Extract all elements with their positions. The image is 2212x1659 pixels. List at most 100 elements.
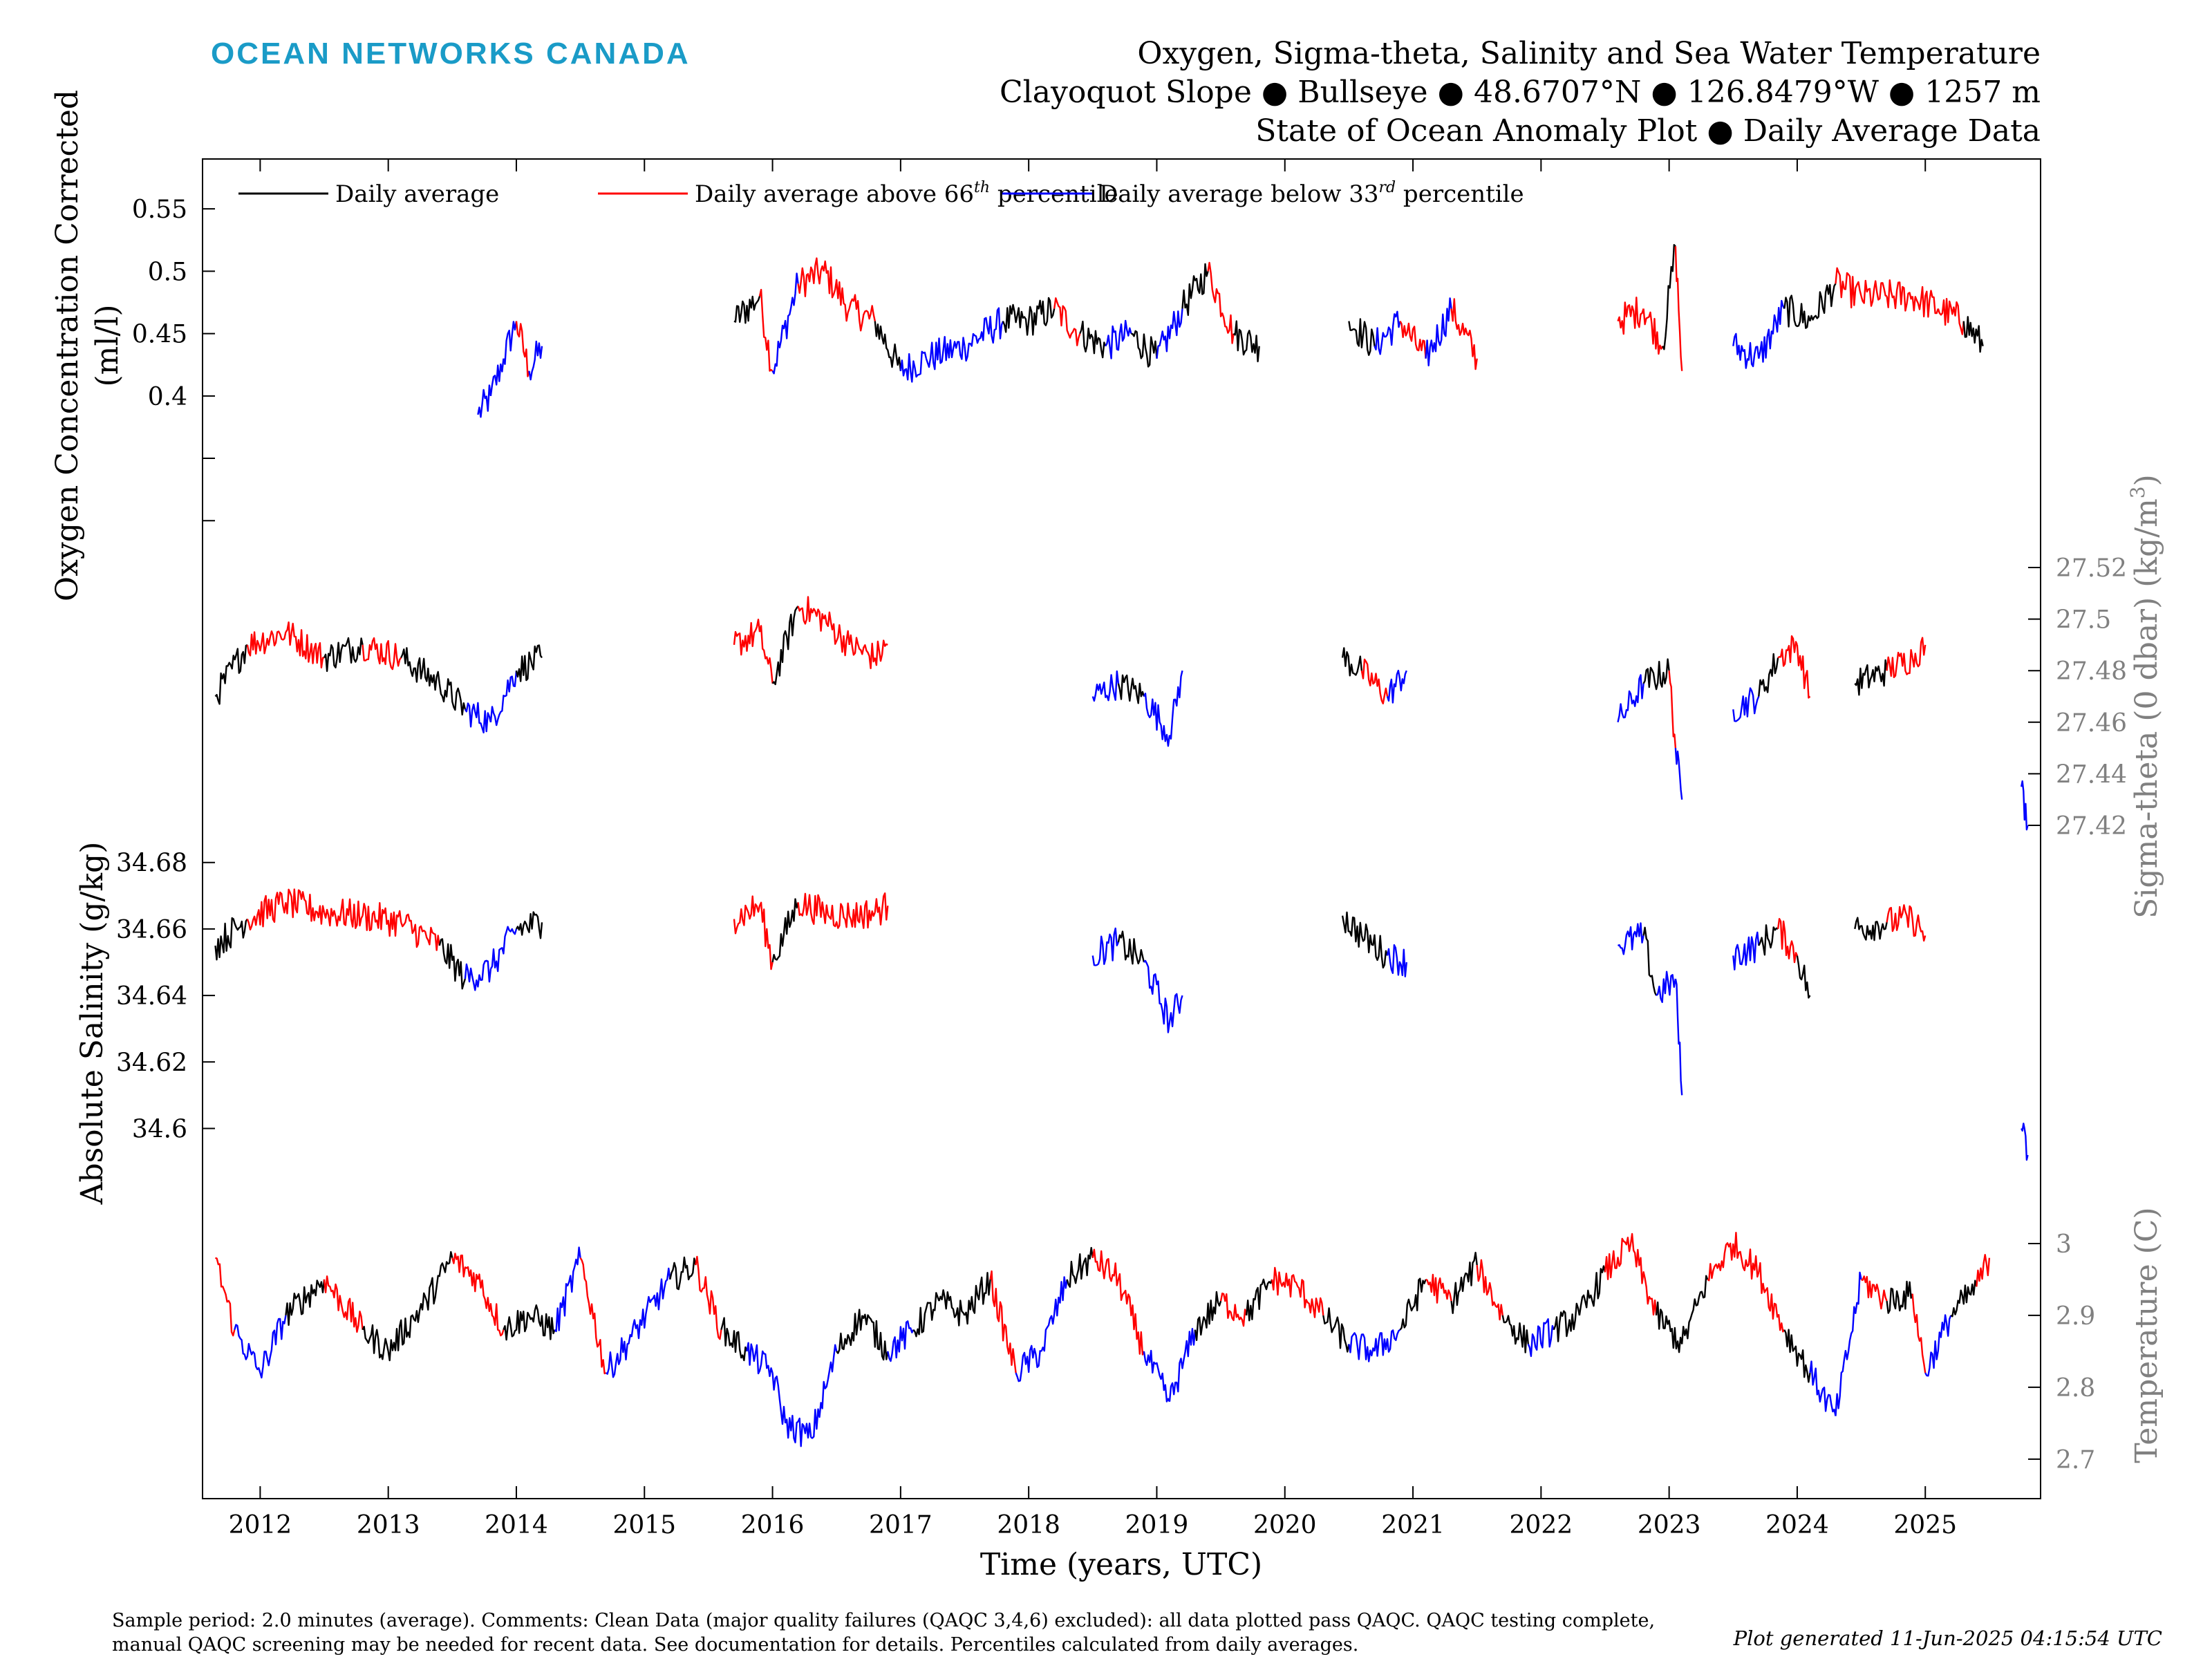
- panel-temperature: 2.7 2.8 2.9 3 Temperature (C): [215, 1207, 2164, 1474]
- series-line-oxygen: [1617, 297, 1644, 335]
- series-line-oxygen: [874, 321, 902, 371]
- series-line-salinity: [1674, 978, 1683, 1096]
- series-line-sigma: [1777, 635, 1799, 667]
- series-line-salinity: [1886, 904, 1913, 932]
- y-axis-label-superscript: 3: [2126, 486, 2149, 498]
- series-line-sigma: [1758, 653, 1779, 697]
- x-tick-label: 2015: [612, 1511, 676, 1539]
- legend: Daily average Daily average above 66th pe…: [238, 179, 1524, 208]
- series-line-sigma: [733, 619, 761, 656]
- series-line-sigma: [1117, 674, 1145, 704]
- series-line-temperature: [528, 1304, 556, 1340]
- series-line-sigma: [797, 596, 825, 632]
- series-line-salinity: [797, 892, 825, 925]
- series-line-temperature: [1950, 1280, 1978, 1318]
- series-line-temperature: [630, 1267, 671, 1340]
- series-line-temperature: [285, 1279, 326, 1327]
- y-tick-label: 0.55: [132, 196, 187, 224]
- series-line-temperature: [1425, 1273, 1452, 1304]
- series-line-oxygen: [1860, 279, 1888, 307]
- y-tick-label: 27.46: [2056, 709, 2127, 738]
- plot-area: [202, 158, 2041, 1499]
- x-tick-label: 2021: [1381, 1511, 1445, 1539]
- series-line-oxygen: [1835, 267, 1862, 309]
- series-line-temperature: [810, 1344, 838, 1439]
- series-line-temperature: [784, 1414, 812, 1447]
- series-line-salinity: [1117, 930, 1145, 965]
- y-axis-label-text: ): [2129, 474, 2164, 486]
- series-line-sigma: [246, 630, 287, 657]
- series-line-oxygen: [1053, 297, 1081, 346]
- series-line-salinity: [1143, 959, 1171, 1033]
- y-axis-label-salinity: Absolute Salinity (g/kg): [75, 842, 110, 1206]
- series-line-temperature: [1835, 1271, 1862, 1416]
- series-line-salinity: [758, 901, 774, 971]
- y-tick-label: 34.68: [116, 850, 187, 878]
- series-line-oxygen: [1732, 332, 1760, 369]
- series-line-salinity: [1656, 971, 1677, 1003]
- series-line-sigma: [1341, 647, 1363, 677]
- series-line-oxygen: [1079, 320, 1107, 359]
- series-line-temperature: [1681, 1275, 1709, 1344]
- series-line-temperature: [1374, 1329, 1401, 1357]
- series-line-sigma: [489, 671, 518, 727]
- x-tick-label: 2025: [1893, 1511, 1957, 1539]
- series-line-temperature: [259, 1315, 287, 1379]
- x-tick-label: 2019: [1125, 1511, 1189, 1539]
- series-line-temperature: [964, 1272, 991, 1325]
- series-line-temperature: [1168, 1328, 1197, 1402]
- series-line-oxygen: [1783, 294, 1811, 329]
- series-line-temperature: [1476, 1259, 1503, 1321]
- series-line-salinity: [1758, 924, 1779, 956]
- legend-label-text: Daily average: [335, 180, 499, 208]
- y-tick-label: 34.6: [132, 1115, 187, 1143]
- series-line-temperature: [989, 1270, 1017, 1374]
- y-tick-label: 27.52: [2056, 554, 2127, 583]
- series-line-temperature: [938, 1289, 966, 1327]
- series-line-temperature: [1348, 1332, 1376, 1362]
- footer-note-line-1: Sample period: 2.0 minutes (average). Co…: [112, 1610, 1655, 1631]
- series-line-temperature: [1091, 1248, 1120, 1286]
- series-line-temperature: [387, 1292, 428, 1362]
- series-line-oxygen: [1450, 298, 1478, 371]
- x-tick-label: 2020: [1253, 1511, 1317, 1539]
- series-line-temperature: [1143, 1349, 1171, 1403]
- x-tick-label: 2022: [1510, 1511, 1573, 1539]
- series-line-salinity: [1911, 914, 1927, 942]
- series-line-temperature: [1707, 1242, 1734, 1282]
- series-line-salinity: [362, 902, 402, 937]
- series-line-temperature: [695, 1255, 722, 1340]
- series-line-salinity: [1341, 911, 1363, 948]
- panel-sigma: 27.42 27.44 27.46 27.48 27.5 27.52 Sigma-theta…: [214, 474, 2164, 919]
- series-line-temperature: [669, 1256, 697, 1291]
- y-tick-label: 27.5: [2056, 606, 2111, 635]
- series-line-sigma: [285, 621, 325, 668]
- y-tick-label: 2.8: [2056, 1374, 2095, 1403]
- series-line-temperature: [1297, 1279, 1324, 1318]
- series-line-oxygen: [477, 384, 492, 418]
- series-line-salinity: [1854, 917, 1888, 941]
- legend-label-superscript: rd: [1379, 179, 1396, 196]
- series-line-sigma: [214, 644, 248, 705]
- series-line-oxygen: [964, 307, 1004, 362]
- series-line-temperature: [1604, 1237, 1632, 1280]
- y-tick-label: 27.44: [2056, 760, 2127, 789]
- series-line-oxygen: [1962, 316, 1984, 353]
- series-line-temperature: [1271, 1266, 1299, 1298]
- title-line-1: Oxygen, Sigma-theta, Salinity and Sea Wa…: [1137, 36, 2041, 71]
- series-line-oxygen: [1002, 303, 1030, 336]
- series-line-temperature: [771, 1373, 787, 1425]
- series-line-temperature: [1758, 1262, 1785, 1333]
- plot-panels: 0.4 0.45 0.5 0.55 Oxygen Concentration Corre…: [50, 90, 2164, 1474]
- series-line-oxygen: [1131, 330, 1158, 368]
- series-line-temperature: [1399, 1277, 1427, 1331]
- series-line-temperature: [1322, 1307, 1350, 1353]
- series-line-temperature: [1527, 1318, 1555, 1358]
- series-line-temperature: [605, 1333, 632, 1378]
- x-axis-label: Time (years, UTC): [980, 1547, 1262, 1582]
- series-line-sigma: [400, 647, 440, 691]
- series-line-temperature: [1629, 1232, 1658, 1316]
- y-tick-label: 0.45: [132, 321, 187, 349]
